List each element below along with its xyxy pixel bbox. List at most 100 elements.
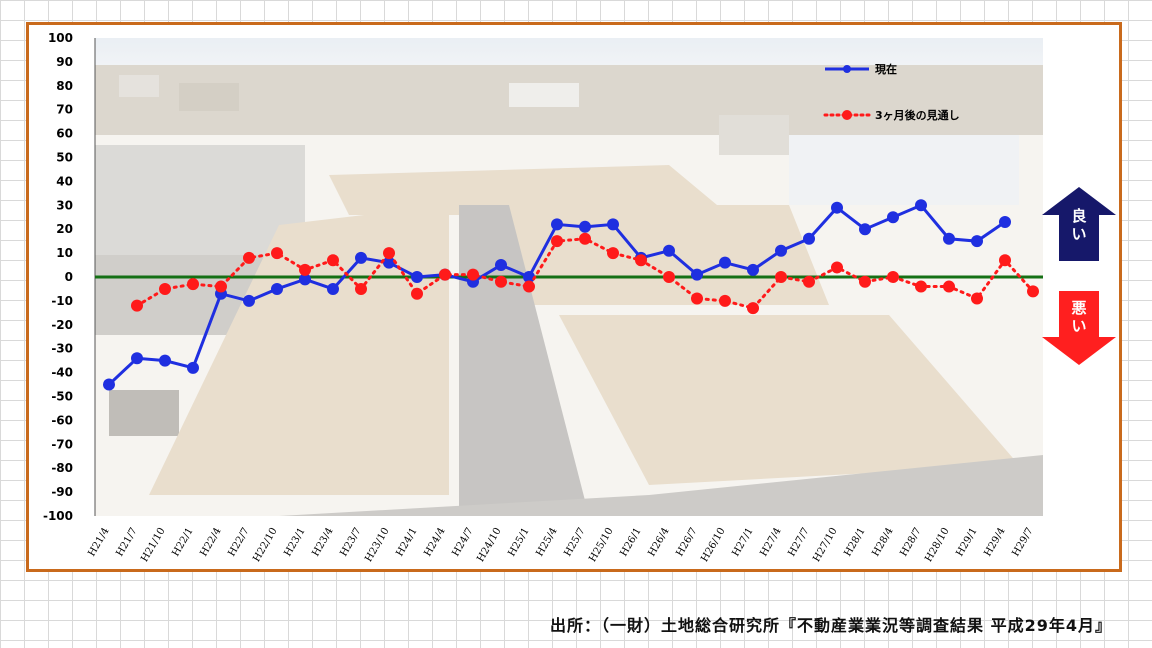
outlook-point <box>691 292 703 305</box>
x-tick-label: H28/10 <box>923 526 951 564</box>
outlook-point <box>243 251 255 264</box>
x-tick-label: H26/10 <box>699 526 727 564</box>
y-tick-label: -50 <box>51 390 73 404</box>
y-tick-label: -70 <box>51 437 73 451</box>
outlook-point <box>831 261 843 274</box>
current-point <box>243 294 255 307</box>
x-tick-label: H28/7 <box>898 526 923 559</box>
y-tick-label: -90 <box>51 485 73 499</box>
current-point <box>719 256 731 269</box>
x-tick-label: H26/7 <box>674 526 699 559</box>
x-tick-label: H29/4 <box>982 526 1007 559</box>
outlook-point <box>523 280 535 293</box>
y-tick-label: 70 <box>56 103 73 117</box>
source-note: 出所：（一財）土地総合研究所『不動産業業況等調査結果 平成29年4月』 <box>550 616 1112 635</box>
current-point <box>159 354 171 367</box>
x-tick-label: H21/4 <box>86 526 111 559</box>
y-tick-label: 80 <box>56 79 73 93</box>
outlook-point <box>859 275 871 288</box>
outlook-point <box>383 247 395 260</box>
current-point <box>271 282 283 295</box>
outlook-point <box>495 275 507 288</box>
y-tick-label: 60 <box>56 127 73 141</box>
current-point <box>299 273 311 286</box>
y-tick-label: 10 <box>56 246 73 260</box>
bad-label: 悪い <box>1071 299 1086 335</box>
x-tick-label: H28/4 <box>870 526 895 559</box>
current-point <box>187 361 199 374</box>
y-tick-label: -40 <box>51 366 73 380</box>
down-arrow-icon <box>1042 291 1116 365</box>
y-tick-label: 50 <box>56 151 73 165</box>
y-tick-label: -100 <box>43 509 73 523</box>
x-tick-label: H27/7 <box>786 526 811 559</box>
x-tick-label: H24/4 <box>422 526 447 559</box>
legend-marker-outlook <box>842 110 852 120</box>
y-tick-label: 30 <box>56 198 73 212</box>
outlook-point <box>607 247 619 260</box>
x-tick-label: H22/4 <box>198 526 223 559</box>
current-point <box>131 352 143 365</box>
outlook-point <box>887 271 899 283</box>
good-label: 良い <box>1071 207 1086 243</box>
current-point <box>775 244 787 257</box>
current-point <box>999 216 1011 229</box>
outlook-point <box>971 292 983 305</box>
x-tick-label: H29/1 <box>954 526 979 559</box>
current-point <box>747 263 759 276</box>
outlook-point <box>775 271 787 283</box>
outlook-point <box>187 278 199 291</box>
chart-frame: 100 90 80 70 60 50 40 30 20 10 0 -10 -20 -30 -40 -50 -60… <box>26 22 1122 572</box>
legend-marker-current <box>843 65 851 73</box>
outlook-point <box>943 280 955 293</box>
outlook-point <box>747 302 759 315</box>
legend-label-outlook: 3ヶ月後の見通し <box>875 108 960 122</box>
outlook-point <box>299 263 311 276</box>
x-tick-label: H25/1 <box>506 526 531 559</box>
current-point <box>495 259 507 272</box>
x-tick-label: H27/10 <box>811 526 839 564</box>
outlook-point <box>467 268 479 281</box>
current-point <box>915 199 927 212</box>
x-tick-label: H27/4 <box>758 526 783 559</box>
outlook-point <box>411 287 423 300</box>
outlook-point <box>215 280 227 293</box>
current-point <box>803 232 815 245</box>
x-tick-label: H25/4 <box>534 526 559 559</box>
x-tick-label: H26/1 <box>618 526 643 559</box>
current-point <box>103 378 115 391</box>
current-point <box>411 271 423 283</box>
outlook-point <box>327 254 339 267</box>
y-tick-label: -60 <box>51 413 73 427</box>
x-tick-label: H28/1 <box>842 526 867 559</box>
current-point <box>579 220 591 233</box>
outlook-point <box>439 268 451 281</box>
x-tick-label: H26/4 <box>646 526 671 559</box>
outlook-point <box>719 294 731 307</box>
outlook-point <box>159 282 171 295</box>
y-tick-label: -20 <box>51 318 73 332</box>
y-tick-label: 100 <box>48 31 73 45</box>
outlook-point <box>635 254 647 267</box>
current-point <box>859 223 871 236</box>
x-tick-label: H24/1 <box>394 526 419 559</box>
x-tick-label: H23/1 <box>282 526 307 559</box>
current-point <box>691 268 703 281</box>
outlook-point <box>803 275 815 288</box>
line-chart: 1009080706050403020100-10-20-30-40-50-60… <box>43 31 1116 564</box>
x-tick-label: H29/7 <box>1010 526 1035 559</box>
current-point <box>887 211 899 224</box>
x-tick-label: H25/7 <box>562 526 587 559</box>
y-tick-label: -30 <box>51 342 73 356</box>
x-tick-label: H27/1 <box>730 526 755 559</box>
current-point <box>355 251 367 264</box>
current-point <box>523 271 535 283</box>
good-arrow-indicator: 良い <box>1042 187 1116 261</box>
x-tick-label: H21/7 <box>114 526 139 559</box>
y-tick-label: 40 <box>56 174 73 188</box>
x-tick-label: H22/7 <box>226 526 251 559</box>
x-tick-label: H22/10 <box>251 526 279 564</box>
current-point <box>383 256 395 269</box>
current-point <box>943 232 955 245</box>
current-point <box>971 235 983 248</box>
